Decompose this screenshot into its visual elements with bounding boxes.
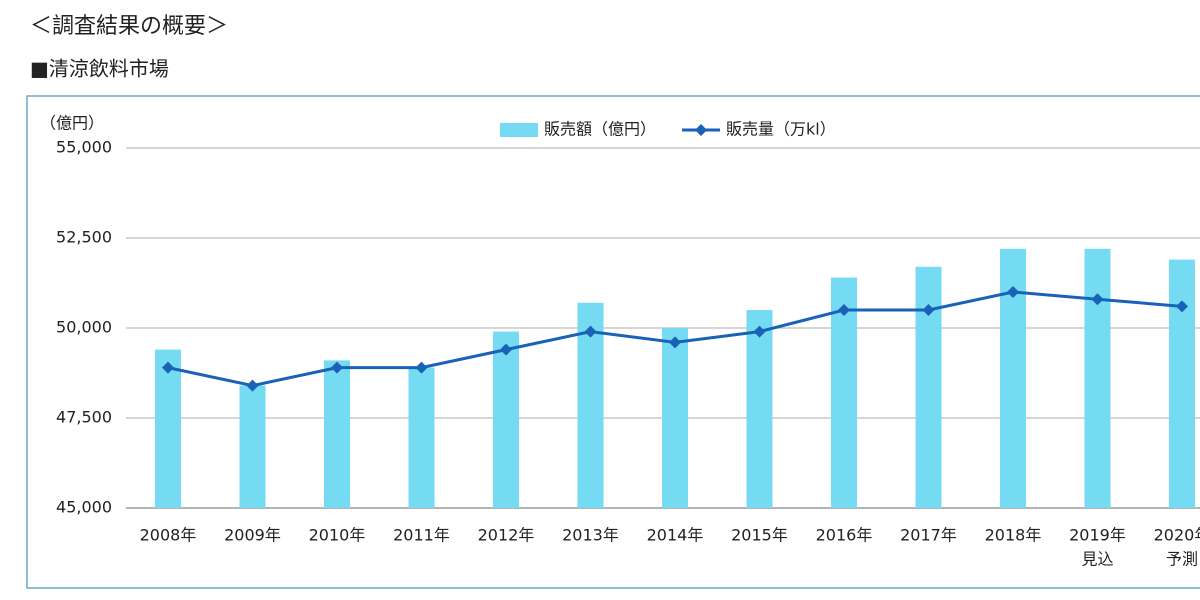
marker	[331, 361, 343, 374]
x-tick-label: 2018年	[985, 526, 1042, 545]
x-tick-label: 2009年	[224, 526, 281, 545]
chart-frame	[26, 95, 1200, 589]
x-tick-label: 2008年	[140, 526, 197, 545]
marker	[753, 325, 766, 338]
y-unit-label: （億円）	[40, 114, 104, 133]
chart-title: ■清涼飲料市場	[30, 57, 169, 81]
bar	[324, 360, 350, 508]
legend-label: 販売量（万kl）	[726, 120, 836, 139]
bar	[1084, 248, 1111, 509]
marker	[838, 304, 850, 316]
x-tick-label: 2019年	[1069, 526, 1126, 545]
x-tick-sublabel: 見込	[1081, 550, 1113, 569]
bar	[493, 331, 519, 508]
marker	[1007, 286, 1019, 298]
x-tick-label: 2010年	[309, 526, 366, 545]
x-tick-label: 2020年	[1154, 526, 1200, 545]
x-tick-label: 2013年	[562, 526, 619, 545]
x-tick-label: 2016年	[816, 526, 873, 545]
legend-swatch	[500, 123, 538, 137]
x-tick-sublabel: 予測	[1166, 550, 1198, 569]
x-tick-label: 2012年	[478, 526, 535, 545]
bar	[915, 266, 942, 508]
marker	[500, 343, 512, 356]
x-tick-label: 2017年	[900, 526, 957, 545]
marker	[415, 361, 428, 374]
marker	[922, 304, 935, 316]
marker	[1091, 293, 1104, 306]
x-tick-label: 2015年	[731, 526, 788, 545]
bar	[408, 367, 435, 508]
bar	[239, 385, 266, 508]
marker	[162, 361, 174, 374]
x-tick-label: 2011年	[393, 526, 450, 545]
section-title: ＜調査結果の概要＞	[30, 14, 228, 39]
legend-marker	[695, 124, 708, 136]
marker	[669, 336, 681, 349]
y-tick-label: 55,000	[56, 138, 112, 157]
bar	[662, 328, 688, 508]
marker	[584, 325, 597, 338]
bar	[155, 349, 181, 508]
y-tick-label: 50,000	[56, 318, 112, 337]
y-tick-label: 52,500	[56, 228, 112, 247]
marker	[246, 379, 259, 392]
y-tick-label: 47,500	[56, 408, 112, 427]
legend-label: 販売額（億円）	[544, 120, 656, 139]
marker	[1176, 300, 1188, 313]
x-tick-label: 2014年	[647, 526, 704, 545]
y-tick-label: 45,000	[56, 498, 112, 517]
bar	[746, 310, 773, 508]
bar	[1169, 259, 1195, 508]
